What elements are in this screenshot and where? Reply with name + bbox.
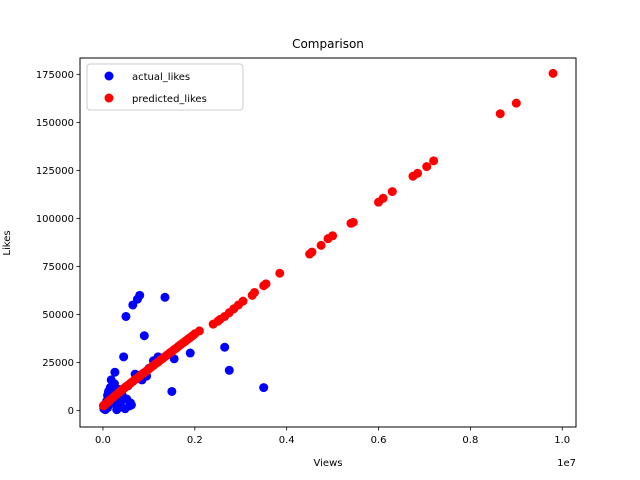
- data-point: [185, 348, 195, 358]
- y-axis: 0 25000 50000 75000 100000 125000 150000 175000: [36, 70, 80, 417]
- data-point: [250, 287, 260, 297]
- data-point: [238, 296, 248, 306]
- x-tick-label: 0.2: [187, 435, 203, 446]
- series-predicted-likes: [98, 68, 558, 411]
- data-point: [378, 193, 388, 203]
- data-point: [135, 290, 145, 300]
- data-point: [511, 98, 521, 108]
- chart-title: Comparison: [292, 37, 364, 51]
- x-tick-label: 0.8: [462, 435, 478, 446]
- x-axis-offset-text: 1e7: [557, 458, 576, 469]
- axes-frame: [79, 57, 577, 428]
- y-tick-label: 0: [68, 406, 74, 417]
- data-point: [422, 162, 432, 172]
- data-point: [307, 247, 317, 257]
- data-point: [261, 279, 271, 289]
- y-tick-label: 100000: [36, 214, 74, 225]
- data-point: [548, 68, 558, 78]
- y-tick-label: 25000: [42, 358, 74, 369]
- data-point: [167, 386, 177, 396]
- data-point: [160, 292, 170, 302]
- x-axis: 0.0 0.2 0.4 0.6 0.8 1.0: [95, 427, 570, 446]
- data-point: [387, 187, 397, 197]
- data-point: [348, 217, 358, 227]
- data-point: [259, 383, 269, 393]
- y-tick-label: 125000: [36, 166, 74, 177]
- data-point: [413, 168, 423, 178]
- data-point: [194, 326, 204, 336]
- data-point: [220, 342, 230, 352]
- legend-marker-predicted-likes: [104, 93, 114, 103]
- data-point: [328, 231, 338, 241]
- x-tick-label: 0.6: [371, 435, 387, 446]
- data-point: [110, 367, 120, 377]
- data-point: [121, 311, 131, 321]
- legend-marker-actual-likes: [104, 71, 114, 81]
- y-tick-label: 150000: [36, 118, 74, 129]
- x-tick-label: 1.0: [554, 435, 570, 446]
- data-point: [275, 268, 285, 278]
- data-point: [429, 156, 439, 166]
- data-point: [316, 240, 326, 250]
- legend-box: [86, 63, 244, 111]
- x-tick-label: 0.0: [95, 435, 111, 446]
- y-tick-label: 75000: [42, 262, 74, 273]
- legend-label-actual-likes: actual_likes: [132, 72, 190, 83]
- y-axis-label: Likes: [2, 230, 13, 255]
- y-tick-label: 50000: [42, 310, 74, 321]
- data-point: [126, 400, 136, 410]
- data-point: [224, 365, 234, 375]
- data-point: [139, 331, 149, 341]
- x-tick-label: 0.4: [279, 435, 295, 446]
- data-point: [119, 352, 129, 362]
- plot-area: [98, 68, 558, 415]
- legend: actual_likes predicted_likes: [86, 63, 244, 111]
- legend-label-predicted-likes: predicted_likes: [132, 94, 207, 105]
- x-axis-label: Views: [314, 458, 343, 469]
- y-tick-label: 175000: [36, 70, 74, 81]
- data-point: [495, 109, 505, 119]
